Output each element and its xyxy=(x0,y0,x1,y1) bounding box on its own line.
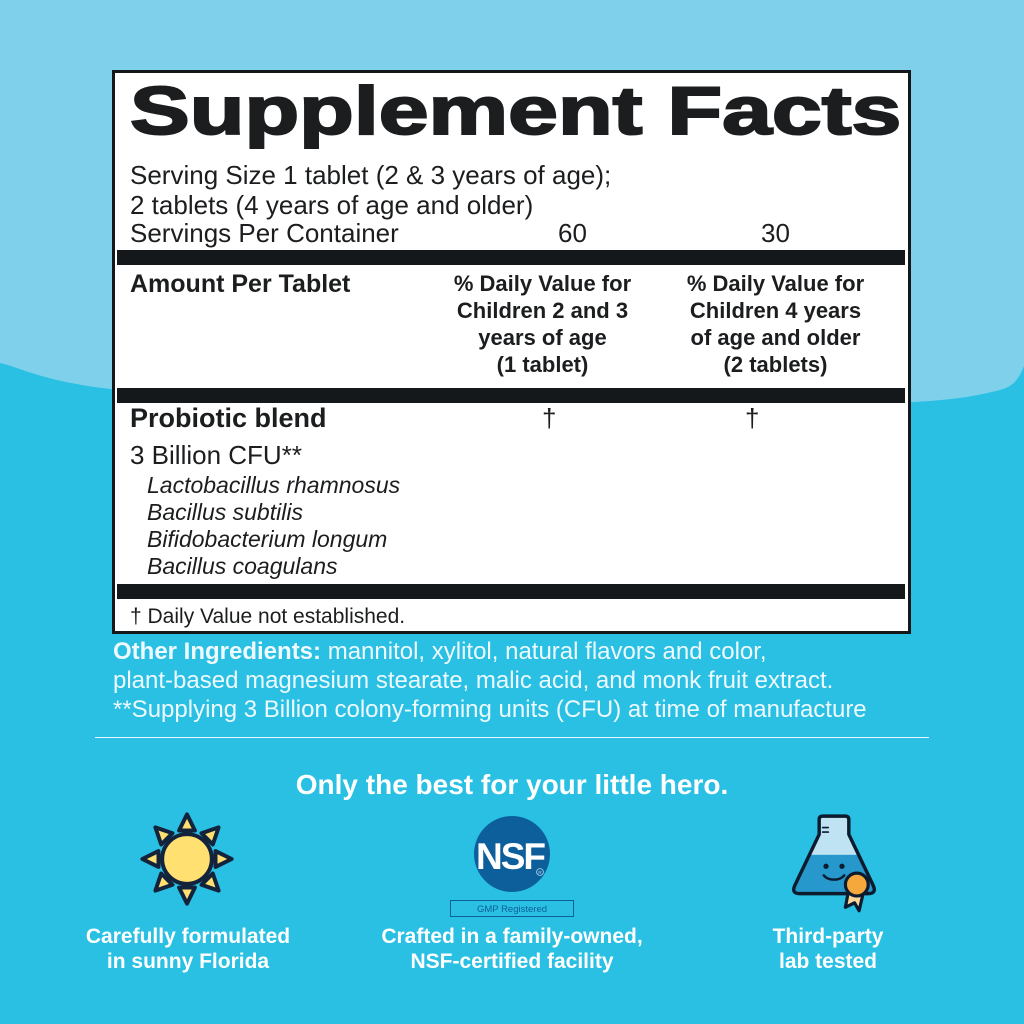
svg-text:NSF: NSF xyxy=(476,836,545,877)
